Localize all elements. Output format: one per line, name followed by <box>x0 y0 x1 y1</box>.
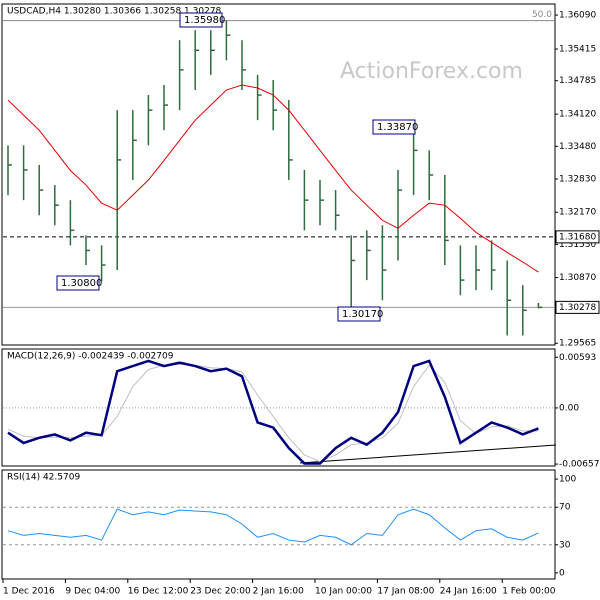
y-tick-label: 1.34785 <box>559 76 596 86</box>
panel-frame <box>1 3 556 346</box>
level-label: 1.31680 <box>559 232 596 242</box>
annotation: 1.30170 <box>342 309 383 320</box>
y-tick-label: 70 <box>559 503 571 513</box>
y-tick-label: 0.00 <box>559 403 579 413</box>
panel-frame <box>1 469 556 580</box>
y-tick-label: 1.31530 <box>559 240 596 250</box>
y-tick-label: 1.35415 <box>559 45 596 55</box>
y-tick-label: 1.29565 <box>559 339 596 349</box>
panel-title: RSI(14) 42.5709 <box>7 473 80 483</box>
x-tick-label: 10 Jan 00:00 <box>315 587 372 597</box>
y-tick-label: 30 <box>559 540 571 550</box>
y-tick-label: -0.006575 <box>559 460 600 470</box>
y-tick-label: 100 <box>559 475 576 485</box>
x-tick-label: 9 Dec 04:00 <box>65 587 120 597</box>
annotation: 1.30800 <box>61 278 102 289</box>
x-tick-label: 2 Jan 16:00 <box>253 587 305 597</box>
trend-line <box>299 444 557 464</box>
series-line <box>7 508 539 546</box>
y-tick-label: 1.32170 <box>559 208 596 218</box>
x-tick-label: 1 Feb 00:00 <box>502 587 556 597</box>
panel-title: MACD(12,26,9) -0.002439 -0.002709 <box>7 352 174 362</box>
x-tick-label: 16 Dec 12:00 <box>128 587 189 597</box>
annotation: 1.35980 <box>184 15 225 26</box>
x-tick-label: 17 Jan 08:00 <box>377 587 434 597</box>
y-tick-label: 0.00593 <box>559 353 596 363</box>
annotation-box <box>372 119 416 135</box>
level-box <box>555 300 600 314</box>
x-tick-label: 24 Jan 16:00 <box>440 587 497 597</box>
fib-label: 50.0 <box>532 10 552 20</box>
y-tick-label: 1.33480 <box>559 142 596 152</box>
x-tick-label: 1 Dec 2016 <box>3 587 55 597</box>
annotation-box <box>56 275 100 291</box>
annotation: 1.33870 <box>377 122 418 133</box>
annotation-box <box>337 306 381 322</box>
panel-title: USDCAD,H4 1.30280 1.30366 1.30258 1.3027… <box>7 7 222 17</box>
y-tick-label: 1.30870 <box>559 273 596 283</box>
level-label: 1.30278 <box>559 303 596 313</box>
series-line <box>7 84 539 273</box>
y-tick-label: 1.32830 <box>559 175 596 185</box>
x-tick-label: 23 Dec 20:00 <box>190 587 251 597</box>
watermark: ActionForex.com <box>340 59 523 84</box>
level-box <box>555 230 600 244</box>
y-tick-label: 1.34120 <box>559 110 596 120</box>
y-tick-label: 0 <box>559 568 565 578</box>
y-tick-label: 1.36090 <box>559 11 596 21</box>
annotation-box <box>179 12 223 28</box>
series-line <box>7 359 539 465</box>
